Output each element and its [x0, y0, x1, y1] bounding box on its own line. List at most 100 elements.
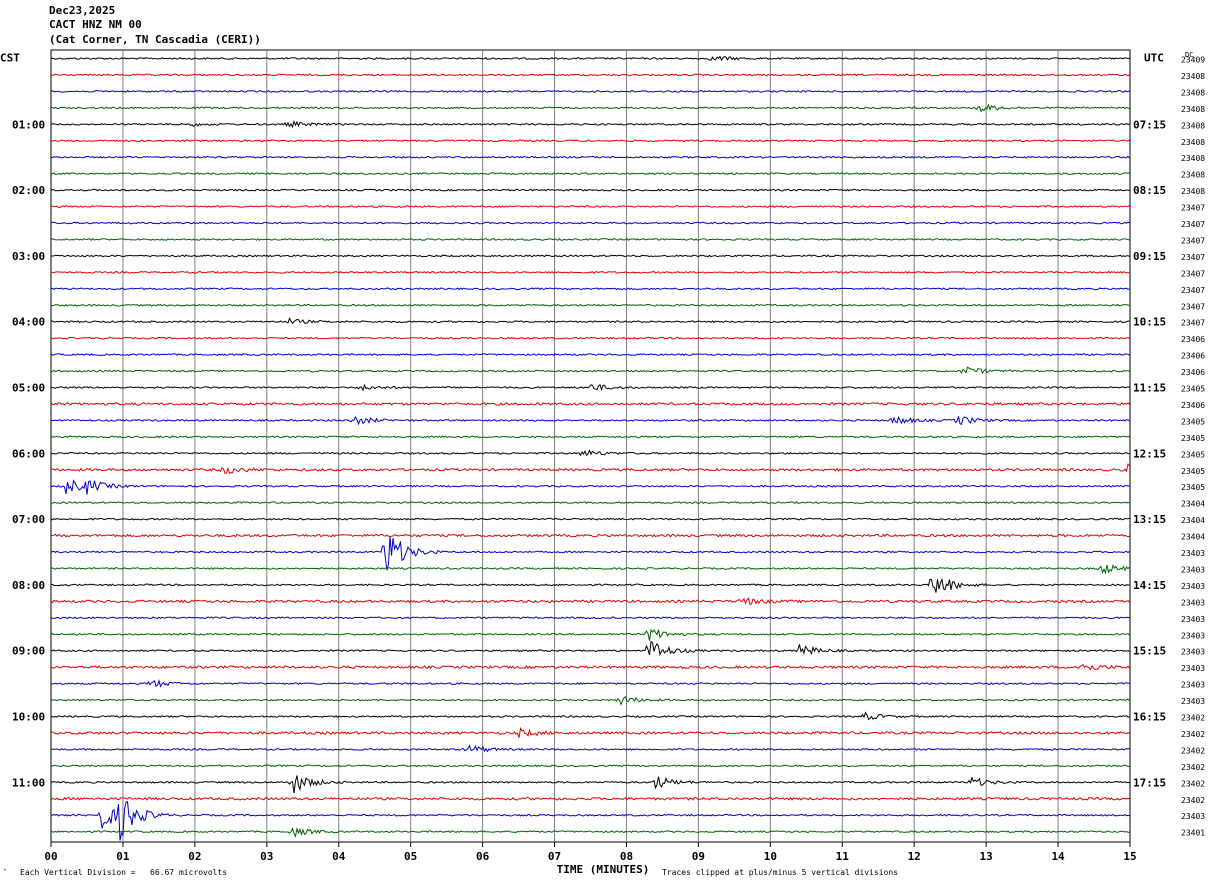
dc-offset-label: 23404: [1181, 500, 1205, 509]
seismic-trace: [50, 317, 1130, 325]
right-hour-label: 17:15: [1133, 776, 1166, 789]
dc-offset-label: 23403: [1181, 582, 1205, 591]
x-tick-label: 00: [44, 850, 57, 863]
right-hour-label: 10:15: [1133, 316, 1166, 329]
dc-offset-label: 23405: [1181, 467, 1205, 476]
dc-offset-label: 23403: [1181, 648, 1205, 657]
seismic-trace: [50, 463, 1130, 475]
seismic-trace: [50, 139, 1130, 143]
seismic-trace: [50, 73, 1130, 77]
dc-header-label: DC: [1185, 51, 1193, 59]
clip-note: Traces clipped at plus/minus 5 vertical …: [662, 868, 899, 877]
x-tick-label: 02: [188, 850, 201, 863]
seismic-trace: [50, 287, 1130, 291]
station-location: (Cat Corner, TN Cascadia (CERI)): [49, 33, 261, 46]
seismic-trace: [50, 119, 1130, 129]
dc-offset-label: 23402: [1181, 714, 1205, 723]
seismic-trace: [50, 533, 1130, 538]
right-hour-label: 12:15: [1133, 447, 1166, 460]
seismic-trace: [50, 366, 1130, 375]
dc-offset-label: 23405: [1181, 434, 1205, 443]
seismic-trace: [50, 764, 1130, 768]
seismic-trace: [50, 663, 1130, 671]
dc-offset-label: 23408: [1181, 187, 1205, 196]
dc-offset-label: 23403: [1181, 812, 1205, 821]
dc-offset-label: 23402: [1181, 796, 1205, 805]
x-tick-label: 10: [764, 850, 777, 863]
station-code: CACT HNZ NM 00: [49, 18, 142, 31]
x-tick-label: 15: [1123, 850, 1136, 863]
left-hour-label: 08:00: [12, 579, 45, 592]
dc-offset-label: 23406: [1181, 335, 1205, 344]
seismic-trace: [50, 254, 1130, 258]
dc-offset-label: 23405: [1181, 385, 1205, 394]
right-hour-label: 13:15: [1133, 513, 1166, 526]
scale-note: Each Vertical Division = 66.67 microvolt…: [20, 868, 228, 877]
left-hour-label: 01:00: [12, 118, 45, 131]
left-hour-label: 10:00: [12, 711, 45, 724]
dc-offset-label: 23402: [1181, 763, 1205, 772]
left-hour-label: 07:00: [12, 513, 45, 526]
x-tick-label: 08: [620, 850, 633, 863]
seismic-trace: [50, 383, 1130, 392]
seismic-trace: [50, 303, 1130, 307]
seismic-trace: [50, 479, 1130, 495]
seismic-trace: [50, 205, 1130, 209]
seismic-trace: [50, 775, 1130, 794]
seismic-trace: [50, 695, 1130, 706]
seismic-trace: [50, 449, 1130, 457]
dc-offset-label: 23405: [1181, 450, 1205, 459]
dc-offset-label: 23401: [1181, 829, 1205, 838]
seismic-trace: [50, 237, 1130, 241]
dc-offset-label: 23406: [1181, 368, 1205, 377]
dc-offset-label: 23403: [1181, 565, 1205, 574]
right-hour-label: 07:15: [1133, 118, 1166, 131]
plot-date: Dec23,2025: [49, 4, 116, 17]
right-hour-label: 15:15: [1133, 645, 1166, 658]
dc-offset-label: 23407: [1181, 204, 1205, 213]
dc-offset-label: 23404: [1181, 533, 1205, 542]
x-tick-label: 03: [260, 850, 273, 863]
right-hour-label: 14:15: [1133, 579, 1166, 592]
seismic-trace: [50, 353, 1130, 357]
x-tick-label: 01: [116, 850, 130, 863]
seismic-trace: [50, 597, 1130, 606]
dc-offset-label: 23408: [1181, 121, 1205, 130]
seismic-trace: [50, 172, 1130, 176]
dc-offset-label: 23403: [1181, 681, 1205, 690]
dc-offset-label: 23403: [1181, 697, 1205, 706]
dc-offset-label: 23402: [1181, 779, 1205, 788]
seismic-trace: [50, 517, 1130, 521]
left-hour-label: 05:00: [12, 382, 45, 395]
seismic-trace: [50, 221, 1130, 225]
dc-offset-label: 23402: [1181, 746, 1205, 755]
seismic-trace: [50, 501, 1130, 505]
logo-mark-icon: ⌃: [3, 868, 7, 875]
right-hour-label: 16:15: [1133, 711, 1166, 724]
x-tick-label: 06: [476, 850, 490, 863]
dc-offset-label: 23407: [1181, 319, 1205, 328]
left-hour-label: 03:00: [12, 250, 45, 263]
seismic-trace: [50, 401, 1130, 406]
seismic-trace: [50, 640, 1130, 657]
dc-offset-label: 23409: [1181, 56, 1205, 65]
seismic-trace: [50, 801, 1130, 841]
x-tick-label: 05: [404, 850, 417, 863]
left-hour-label: 11:00: [12, 776, 45, 789]
left-hour-label: 09:00: [12, 645, 45, 658]
dc-offset-label: 23405: [1181, 483, 1205, 492]
x-tick-label: 09: [692, 850, 705, 863]
seismic-trace: [50, 55, 1130, 62]
dc-offset-label: 23404: [1181, 516, 1205, 525]
dc-offset-label: 23403: [1181, 549, 1205, 558]
dc-offset-label: 23408: [1181, 72, 1205, 81]
seismic-trace: [50, 711, 1130, 721]
seismic-trace: [50, 744, 1130, 753]
x-tick-label: 11: [836, 850, 850, 863]
seismic-trace: [50, 536, 1130, 571]
seismic-trace: [50, 435, 1130, 439]
seismic-trace: [50, 726, 1130, 738]
seismic-trace: [50, 270, 1130, 274]
seismic-trace: [50, 415, 1130, 426]
left-hour-label: 04:00: [12, 316, 45, 329]
